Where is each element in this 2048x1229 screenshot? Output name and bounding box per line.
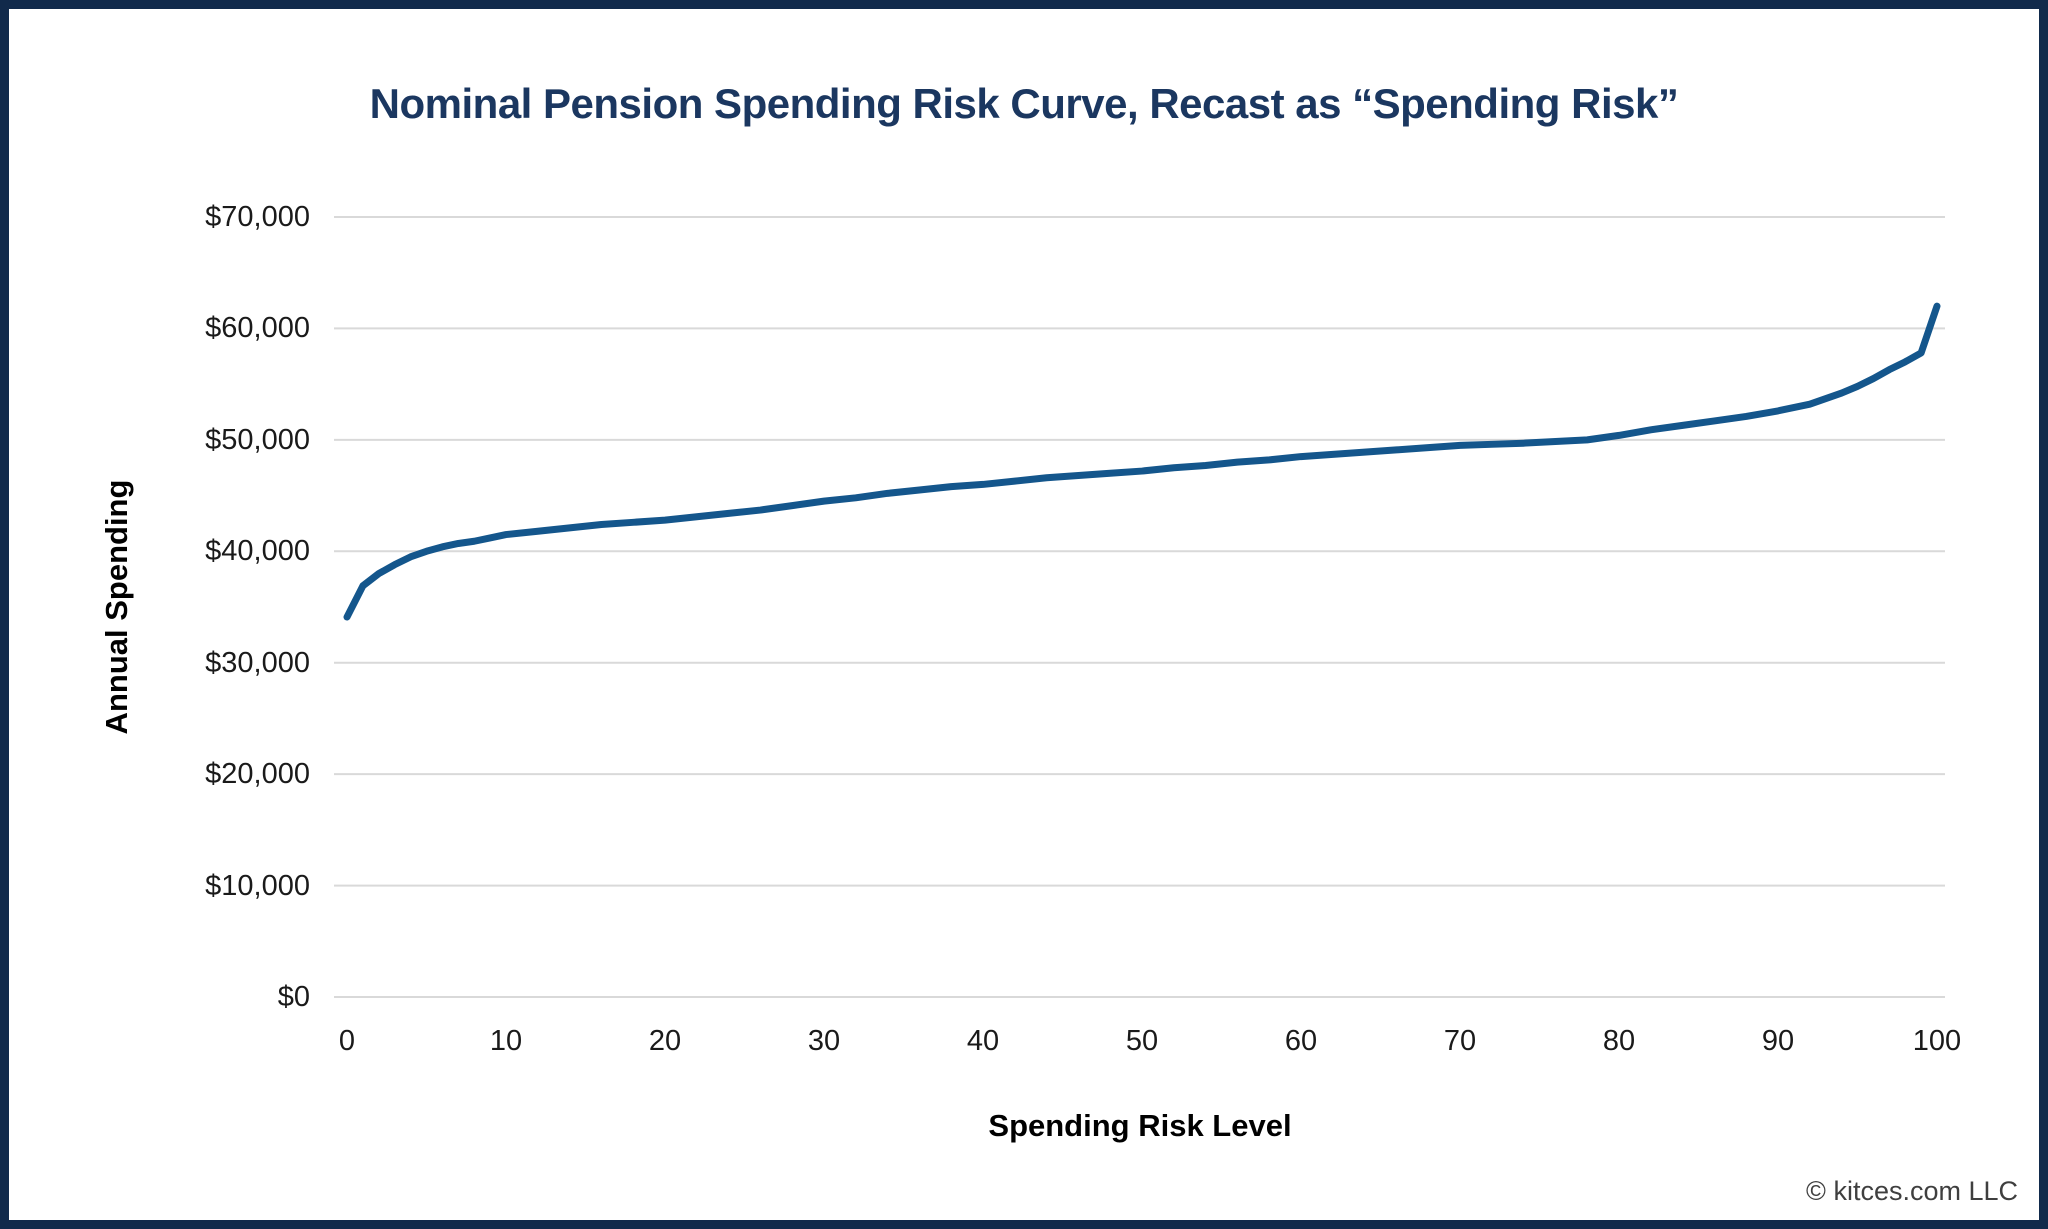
spending-risk-curve [343,302,1941,621]
x-tick-label: 50 [1125,1025,1159,1057]
y-tick-label: $60,000 [205,312,310,345]
y-tick-label: $0 [277,981,310,1013]
x-tick-label: 70 [1443,1025,1477,1057]
series-line [343,302,1941,621]
x-tick-label: 40 [966,1025,1000,1057]
gridlines [334,216,1945,998]
x-tick-label: 90 [1761,1025,1795,1057]
x-tick-label: 20 [648,1025,682,1057]
x-tick-label: 60 [1284,1025,1318,1057]
y-tick-label: $20,000 [205,758,310,791]
x-tick-label: 10 [489,1025,523,1057]
copyright-text: © kitces.com LLC [1806,1176,2018,1206]
x-tick-label: 0 [338,1025,356,1057]
y-tick-label: $50,000 [205,423,310,456]
x-tick-label: 100 [1912,1025,1962,1057]
y-tick-label: $10,000 [205,869,310,902]
chart-title: Nominal Pension Spending Risk Curve, Rec… [369,80,1679,128]
x-tick-label: 80 [1602,1025,1636,1057]
x-axis-title: Spending Risk Level [988,1108,1292,1143]
y-tick-label: $30,000 [205,646,310,679]
y-tick-label: $40,000 [205,535,310,568]
x-tick-label: 30 [807,1025,841,1057]
y-axis-title: Annual Spending [99,479,134,735]
y-tick-label: $70,000 [205,201,310,233]
